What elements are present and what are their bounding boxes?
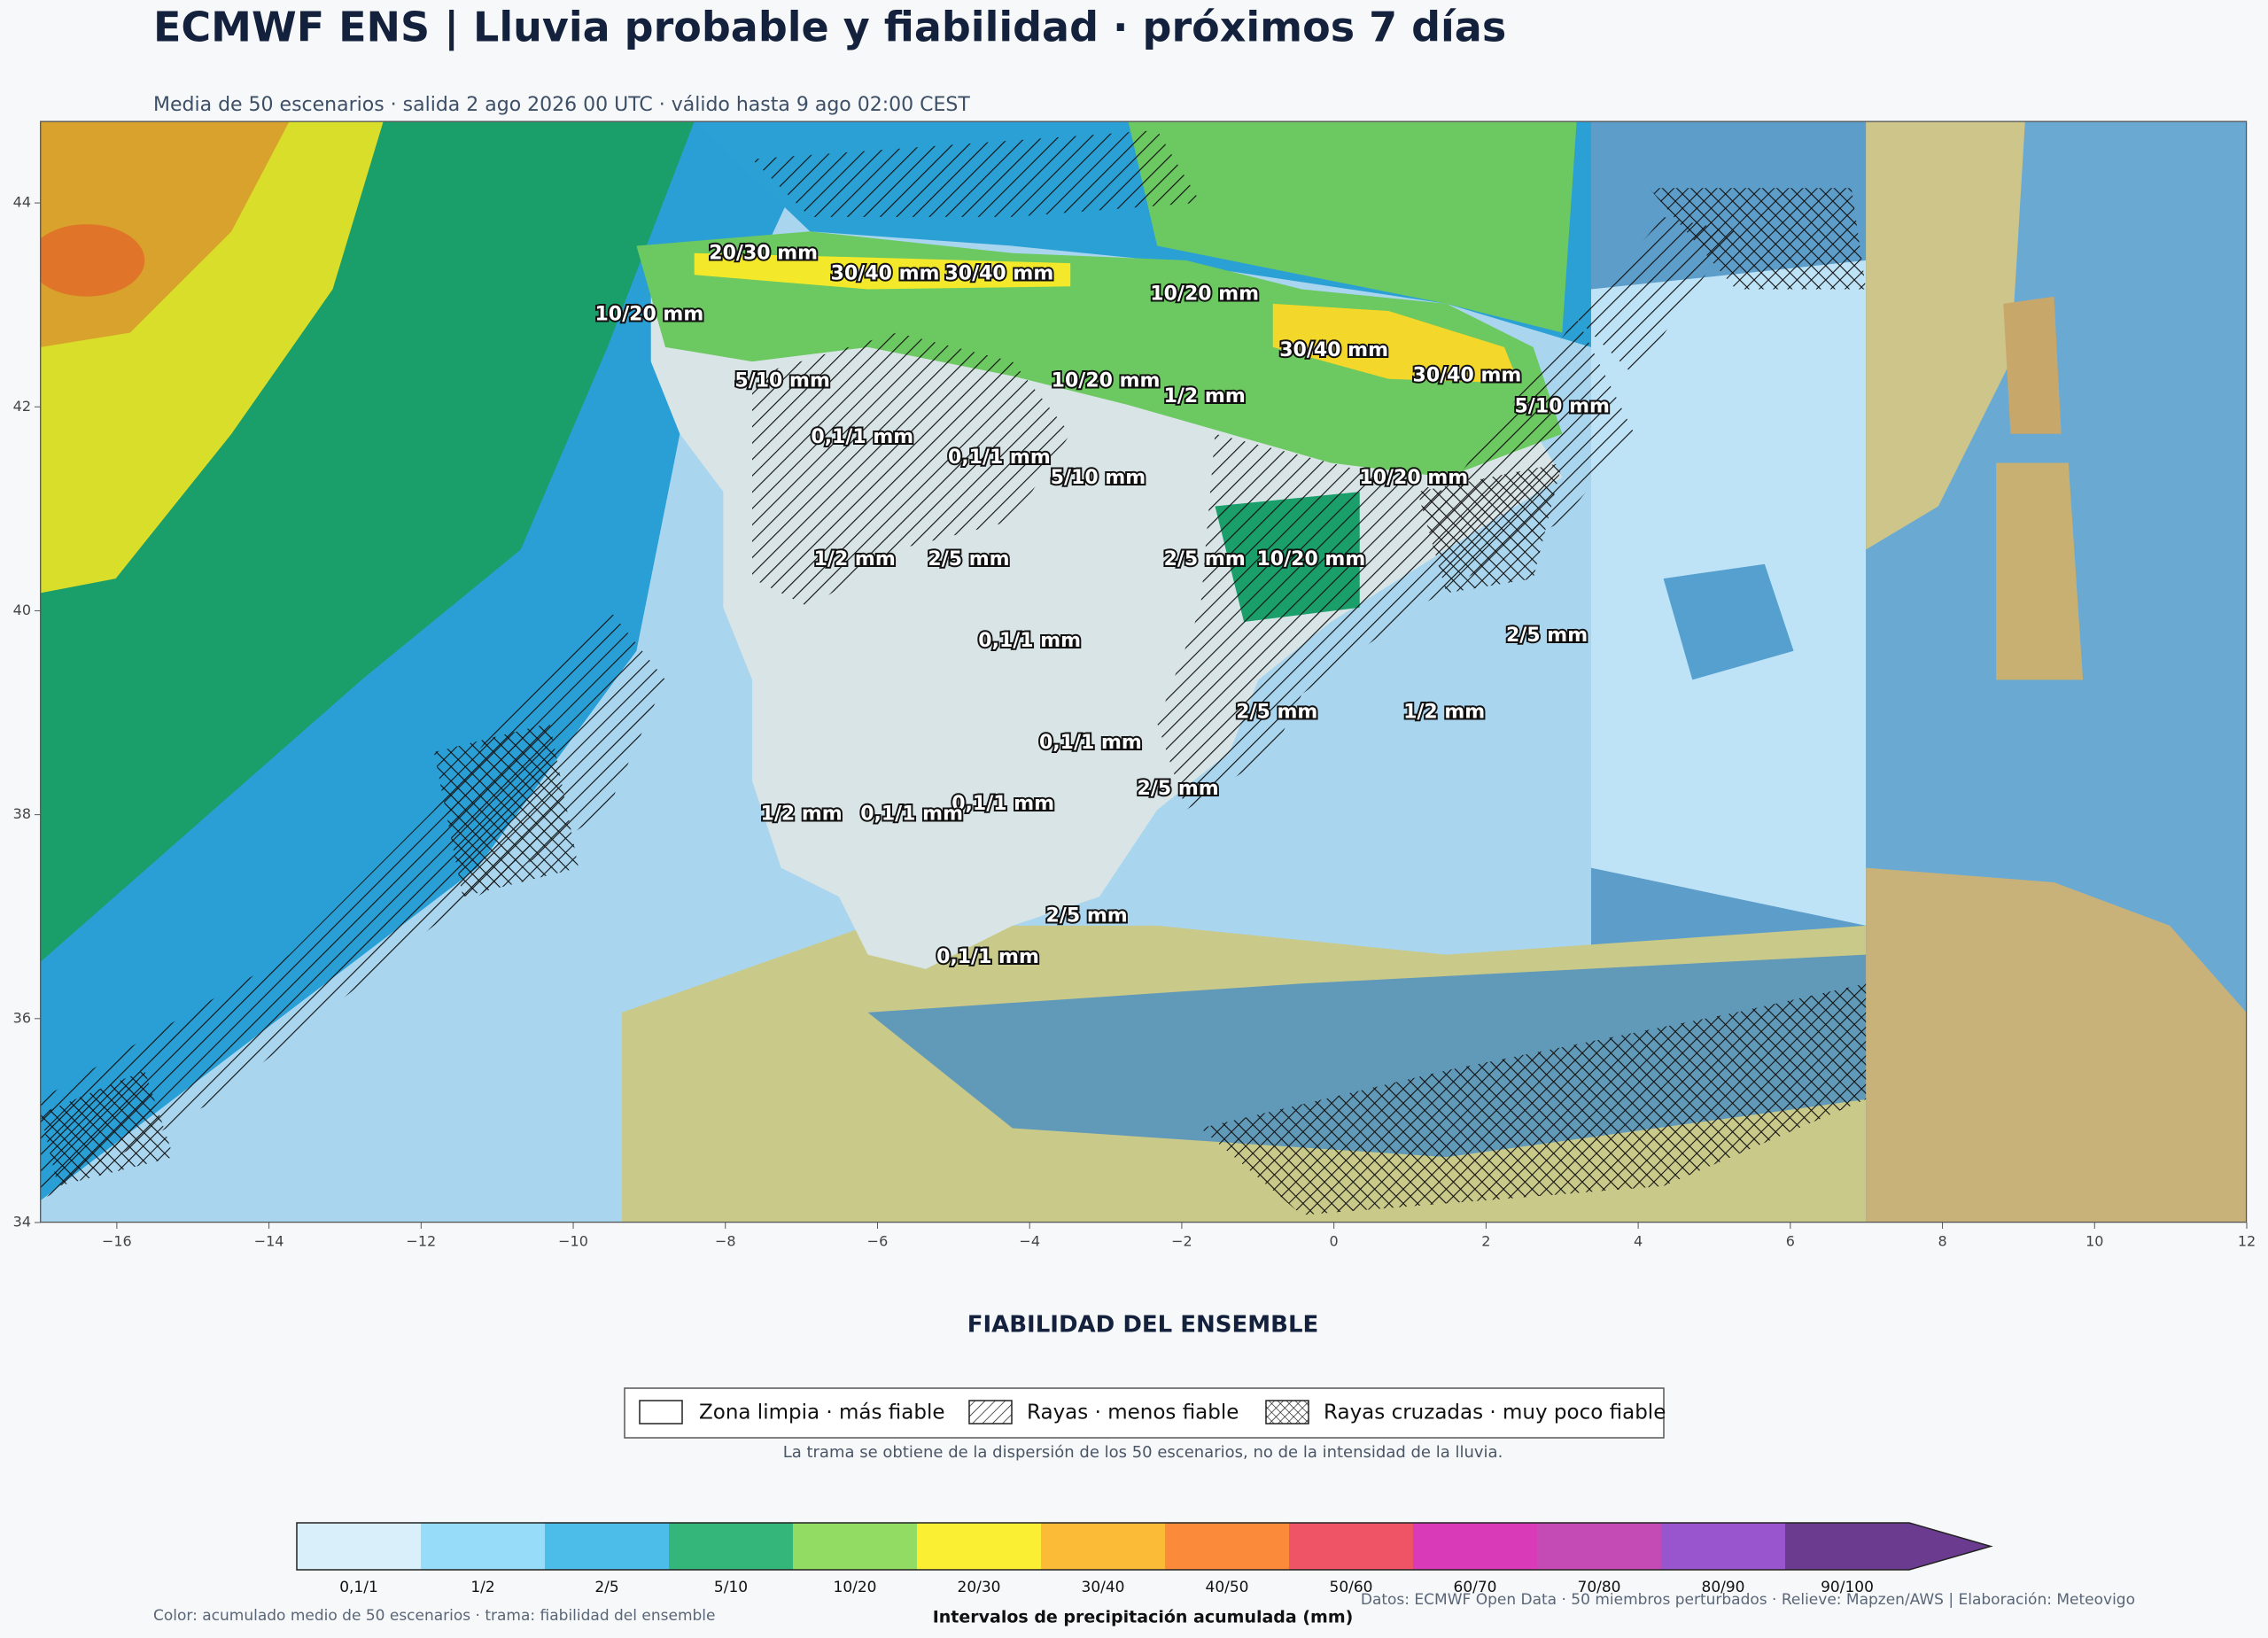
rain-label: 10/20 mm xyxy=(1150,283,1259,306)
colorbar-swatch xyxy=(545,1523,669,1570)
colorbar-swatch xyxy=(1785,1523,1909,1570)
legend-note: La trama se obtiene de la dispersión de … xyxy=(783,1443,1503,1462)
footer-right: Datos: ECMWF Open Data · 50 miembros per… xyxy=(1361,1591,2135,1609)
colorbar-tick-label: 0,1/1 xyxy=(339,1579,378,1596)
footer-left: Color: acumulado medio de 50 escenarios … xyxy=(153,1607,715,1625)
x-tick-label: 8 xyxy=(1938,1233,1946,1250)
title: ECMWF ENS | Lluvia probable y fiabilidad… xyxy=(153,4,1506,52)
y-tick-label: 36 xyxy=(13,1009,31,1026)
legend-label: Rayas cruzadas · muy poco fiable xyxy=(1324,1401,1666,1425)
rain-label: 0,1/1 mm xyxy=(1039,732,1142,754)
rain-label: 10/20 mm xyxy=(1257,548,1366,571)
colorbar-tick-label: 40/50 xyxy=(1206,1579,1249,1596)
colorbar-swatch xyxy=(421,1523,545,1570)
colorbar-label: Intervalos de precipitación acumulada (m… xyxy=(933,1608,1354,1627)
colorbar-tick-label: 60/70 xyxy=(1454,1579,1497,1596)
x-tick-label: −4 xyxy=(1019,1233,1040,1250)
rain-label: 5/10 mm xyxy=(1051,467,1146,489)
rain-label: 1/2 mm xyxy=(1403,702,1485,724)
colorbar-swatch xyxy=(669,1523,793,1570)
colorbar-swatch xyxy=(917,1523,1041,1570)
colorbar-tick-label: 90/100 xyxy=(1821,1579,1874,1596)
rain-label: 30/40 mm xyxy=(1279,339,1388,361)
y-tick-label: 40 xyxy=(13,602,31,618)
rain-label: 30/40 mm xyxy=(831,263,940,285)
colorbar-swatch xyxy=(1165,1523,1289,1570)
rain-label: 10/20 mm xyxy=(595,304,704,326)
rain-label: 0,1/1 mm xyxy=(948,446,1051,469)
x-tick-label: 6 xyxy=(1786,1233,1795,1250)
colorbar-tick-label: 30/40 xyxy=(1082,1579,1125,1596)
x-tick-label: 12 xyxy=(2238,1233,2256,1250)
rain-label: 10/20 mm xyxy=(1052,369,1161,392)
colorbar-swatch xyxy=(1413,1523,1537,1570)
x-tick-label: −10 xyxy=(558,1233,588,1250)
y-tick-label: 38 xyxy=(13,805,31,822)
colorbar-tick-label: 50/60 xyxy=(1330,1579,1373,1596)
rain-label: 1/2 mm xyxy=(1164,385,1246,408)
legend-swatch xyxy=(968,1400,1013,1425)
rain-label: 30/40 mm xyxy=(1413,365,1522,387)
colorbar-swatch xyxy=(1041,1523,1165,1570)
colorbar-swatch xyxy=(1537,1523,1661,1570)
colorbar-tick-label: 1/2 xyxy=(470,1579,494,1596)
rain-label: 0,1/1 mm xyxy=(860,803,963,826)
colorbar-extension xyxy=(1909,1523,1991,1570)
y-tick-label: 42 xyxy=(13,398,31,415)
legend-label: Zona limpia · más fiable xyxy=(699,1401,945,1425)
subtitle: Media de 50 escenarios · salida 2 ago 20… xyxy=(153,94,970,116)
rain-label: 5/10 mm xyxy=(1515,395,1610,417)
x-tick-label: 0 xyxy=(1330,1233,1339,1250)
map-background xyxy=(40,120,2248,1223)
legend-title: FIABILIDAD DEL ENSEMBLE xyxy=(967,1312,1319,1339)
rain-label: 0,1/1 mm xyxy=(936,946,1039,968)
rain-label: 0,1/1 mm xyxy=(811,426,913,448)
colorbar-tick-label: 80/90 xyxy=(1702,1579,1745,1596)
legend-label: Rayas · menos fiable xyxy=(1027,1401,1239,1425)
rain-label: 2/5 mm xyxy=(1506,625,1588,647)
colorbar-tick-label: 70/80 xyxy=(1578,1579,1621,1596)
x-tick-label: −12 xyxy=(406,1233,436,1250)
colorbar-swatch xyxy=(1289,1523,1413,1570)
rain-label: 2/5 mm xyxy=(1236,702,1317,724)
x-tick-label: −6 xyxy=(867,1233,889,1250)
rain-label: 0,1/1 mm xyxy=(951,793,1054,815)
colorbar-swatch xyxy=(1661,1523,1785,1570)
rain-label: 1/2 mm xyxy=(814,548,896,571)
rain-label: 10/20 mm xyxy=(1359,467,1468,489)
colorbar-swatch xyxy=(793,1523,917,1570)
legend-swatch xyxy=(1265,1400,1309,1425)
rain-label: 2/5 mm xyxy=(1138,778,1219,800)
rain-label: 5/10 mm xyxy=(734,369,829,392)
colorbar-swatch xyxy=(297,1523,421,1570)
rain-label: 30/40 mm xyxy=(944,263,1053,285)
x-tick-label: −8 xyxy=(715,1233,736,1250)
rain-label: 0,1/1 mm xyxy=(978,630,1081,652)
rain-label: 2/5 mm xyxy=(1164,548,1246,571)
legend-box xyxy=(624,1387,1665,1439)
y-tick-label: 44 xyxy=(13,194,31,211)
colorbar-tick-label: 5/10 xyxy=(714,1579,748,1596)
x-tick-label: 2 xyxy=(1481,1233,1490,1250)
colorbar-tick-label: 2/5 xyxy=(594,1579,618,1596)
rain-label: 1/2 mm xyxy=(761,803,843,826)
rain-label: 20/30 mm xyxy=(709,243,818,265)
x-tick-label: −14 xyxy=(254,1233,284,1250)
colorbar-tick-label: 20/30 xyxy=(958,1579,1001,1596)
rain-label: 2/5 mm xyxy=(1046,905,1128,928)
y-tick-label: 34 xyxy=(13,1214,31,1230)
colorbar-tick-label: 10/20 xyxy=(834,1579,877,1596)
x-tick-label: 10 xyxy=(2085,1233,2103,1250)
x-tick-label: −2 xyxy=(1171,1233,1192,1250)
colorbar-frame xyxy=(296,1522,1993,1571)
x-tick-label: 4 xyxy=(1634,1233,1643,1250)
x-tick-label: −16 xyxy=(102,1233,132,1250)
legend-swatch xyxy=(639,1400,683,1425)
rain-label: 2/5 mm xyxy=(928,548,1009,571)
